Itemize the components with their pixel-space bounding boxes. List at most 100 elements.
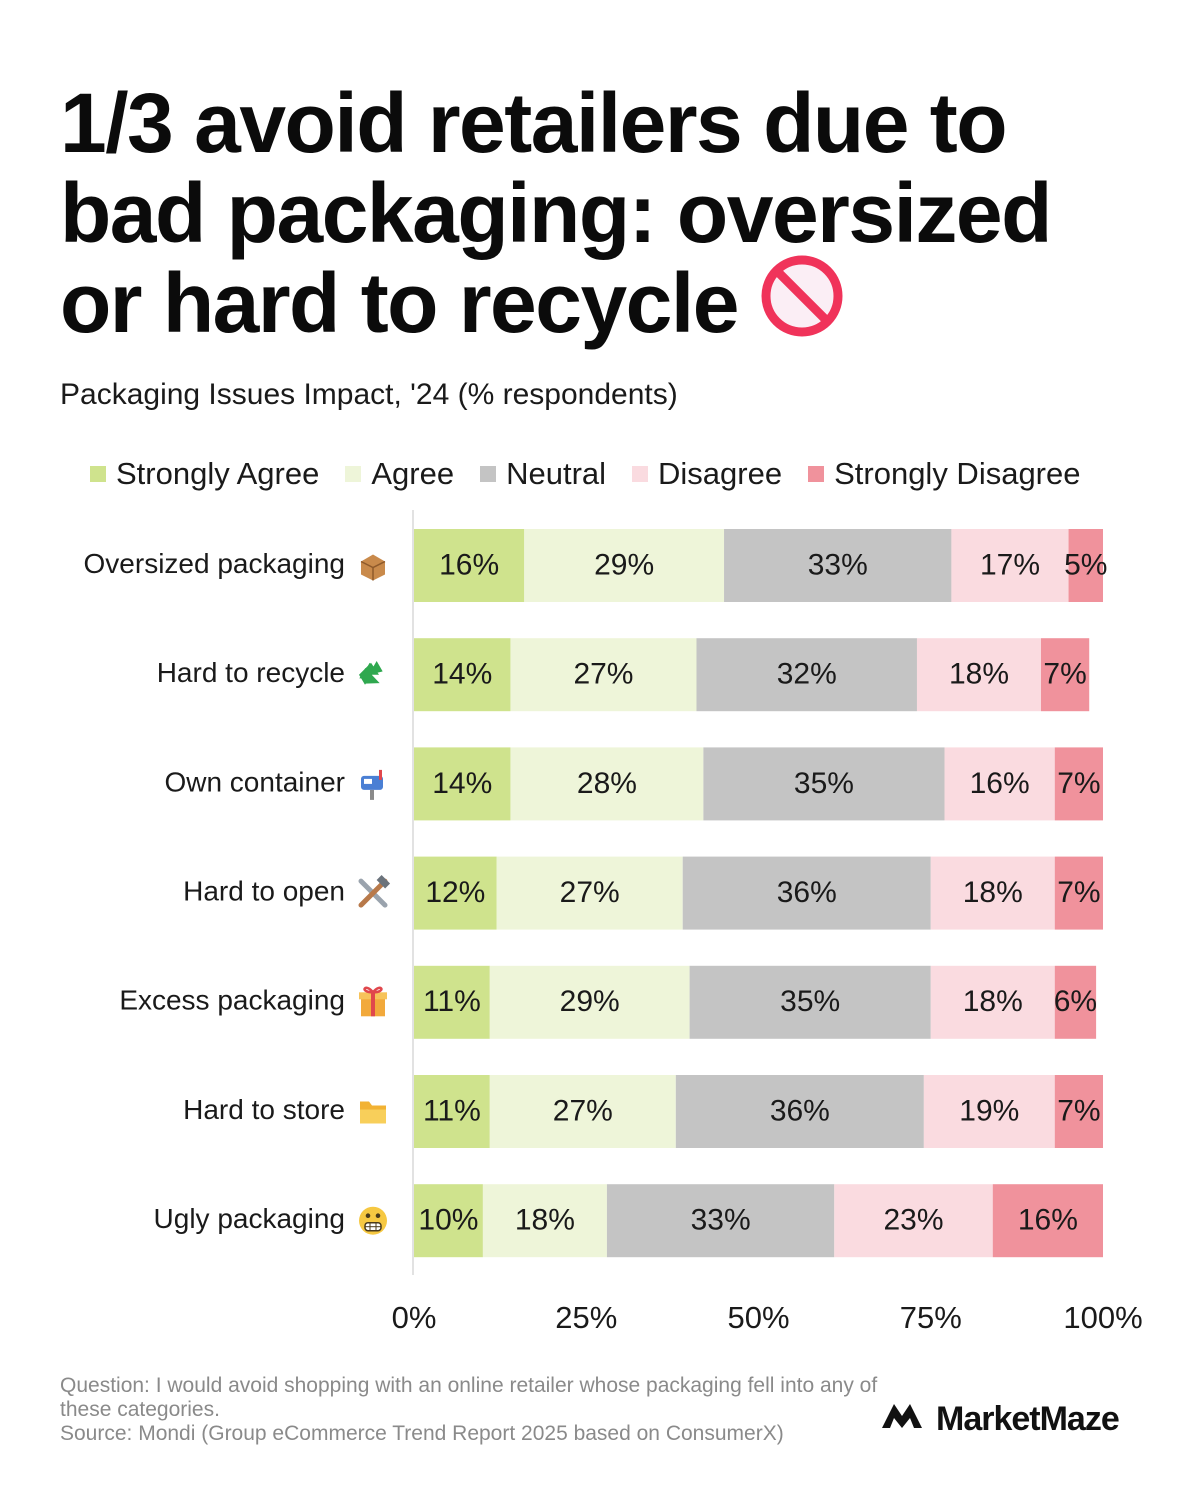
data-label: 27% <box>573 658 633 691</box>
recycle-icon <box>359 661 383 685</box>
legend-label: Strongly Disagree <box>834 456 1081 491</box>
category-label: Hard to store <box>183 1094 345 1125</box>
data-label: 7% <box>1057 1094 1100 1127</box>
bar-segment-neutral <box>703 747 945 821</box>
bar-segment-strongly-disagree <box>1054 965 1097 1039</box>
legend-swatch <box>90 466 106 482</box>
chart-legend: Strongly Agree Agree Neutral Disagree St… <box>90 456 1170 492</box>
legend-item-disagree: Disagree <box>632 456 782 492</box>
title-line-3: or hard to recycle <box>60 256 739 350</box>
footnote: Question: I would avoid shopping with an… <box>60 1374 880 1446</box>
bar-segment-disagree <box>930 965 1055 1039</box>
data-label: 17% <box>980 548 1040 581</box>
data-label: 28% <box>577 767 637 800</box>
gift-icon <box>359 986 387 1017</box>
legend-swatch <box>632 466 649 482</box>
folder-icon <box>360 1101 386 1124</box>
bar-segment-agree <box>489 965 690 1039</box>
bar-segment-strongly-disagree <box>992 1184 1103 1258</box>
bar-segment-strongly-agree <box>414 1184 483 1258</box>
data-label: 7% <box>1057 876 1100 909</box>
legend-label: Strongly Agree <box>116 456 320 491</box>
bar-segment-strongly-agree <box>414 965 490 1039</box>
bar-segment-strongly-agree <box>414 638 511 712</box>
category-label: Hard to recycle <box>157 657 345 688</box>
data-label: 18% <box>515 1204 575 1237</box>
bar-segment-neutral <box>689 965 931 1039</box>
marketmaze-logo-icon <box>880 1400 928 1439</box>
legend-swatch <box>345 466 362 482</box>
package-icon <box>360 554 386 581</box>
data-label: 27% <box>553 1094 613 1127</box>
data-label: 5% <box>1064 548 1107 581</box>
data-label: 27% <box>560 876 620 909</box>
bar-segment-disagree <box>951 529 1069 602</box>
x-tick-label: 75% <box>900 1300 962 1335</box>
bar-segment-neutral <box>675 1075 924 1148</box>
data-label: 18% <box>963 985 1023 1018</box>
bar-segment-strongly-disagree <box>1054 856 1103 930</box>
data-label: 36% <box>777 876 837 909</box>
data-label: 6% <box>1054 985 1097 1018</box>
bar-segment-neutral <box>724 529 952 602</box>
bar-segment-disagree <box>834 1184 993 1258</box>
bar-segment-disagree <box>930 856 1055 930</box>
bar-segment-strongly-agree <box>414 856 497 930</box>
legend-label: Disagree <box>658 456 783 491</box>
bar-segment-agree <box>524 529 725 602</box>
data-label: 16% <box>439 548 499 581</box>
data-label: 7% <box>1043 658 1086 691</box>
data-label: 11% <box>423 1094 481 1127</box>
mailbox-icon <box>361 769 383 800</box>
legend-label: Agree <box>371 456 455 491</box>
x-tick-label: 50% <box>727 1300 789 1335</box>
x-tick-label: 0% <box>392 1300 437 1335</box>
bar-segment-agree <box>510 638 697 712</box>
stacked-bar-chart: Oversized packaging 16% 29% 33% 17% 5% Hard to… <box>84 510 1143 1335</box>
legend-item-strongly-disagree: Strongly Disagree <box>808 456 1081 492</box>
bar-segment-agree <box>510 747 704 821</box>
data-label: 29% <box>560 985 620 1018</box>
data-label: 10% <box>418 1204 478 1237</box>
legend-swatch <box>808 466 825 482</box>
data-label: 12% <box>425 876 485 909</box>
bar-segment-agree <box>482 1184 607 1258</box>
page-title: 1/3 avoid retailers due to bad packaging… <box>60 78 1160 360</box>
legend-item-agree: Agree <box>345 456 454 492</box>
bar-segment-agree <box>496 856 683 930</box>
data-label: 35% <box>780 985 840 1018</box>
legend-swatch <box>480 466 497 482</box>
x-tick-label: 100% <box>1063 1300 1142 1335</box>
data-label: 23% <box>884 1204 944 1237</box>
tools-icon <box>358 875 391 908</box>
data-label: 32% <box>777 658 837 691</box>
legend-item-strongly-agree: Strongly Agree <box>90 456 319 492</box>
bar-segment-neutral <box>696 638 917 712</box>
grimace-face-icon <box>359 1206 387 1235</box>
data-label: 18% <box>949 658 1009 691</box>
legend-item-neutral: Neutral <box>480 456 606 492</box>
prohibited-icon <box>760 254 844 354</box>
brand-name: MarketMaze <box>936 1400 1120 1438</box>
title-line-1: 1/3 avoid retailers due to <box>60 76 1008 170</box>
bar-segment-neutral <box>606 1184 835 1258</box>
bar-segment-disagree <box>923 1075 1055 1148</box>
footnote-source: Source: Mondi (Group eCommerce Trend Rep… <box>60 1422 784 1445</box>
data-label: 19% <box>959 1094 1019 1127</box>
bar-segment-disagree <box>944 747 1055 821</box>
title-line-2: bad packaging: oversized <box>60 166 1052 260</box>
bar-segment-strongly-agree <box>414 1075 490 1148</box>
chart-subtitle: Packaging Issues Impact, '24 (% responde… <box>60 378 678 411</box>
data-label: 11% <box>423 985 481 1018</box>
bar-segment-neutral <box>682 856 931 930</box>
bar-segment-strongly-disagree <box>1054 747 1103 821</box>
x-tick-label: 25% <box>555 1300 617 1335</box>
data-label: 36% <box>770 1094 830 1127</box>
data-label: 33% <box>808 548 868 581</box>
data-label: 16% <box>970 767 1030 800</box>
bar-segment-agree <box>489 1075 676 1148</box>
data-label: 14% <box>432 767 492 800</box>
bar-segment-strongly-agree <box>414 529 525 602</box>
category-label: Excess packaging <box>119 985 345 1016</box>
legend-label: Neutral <box>506 456 607 491</box>
